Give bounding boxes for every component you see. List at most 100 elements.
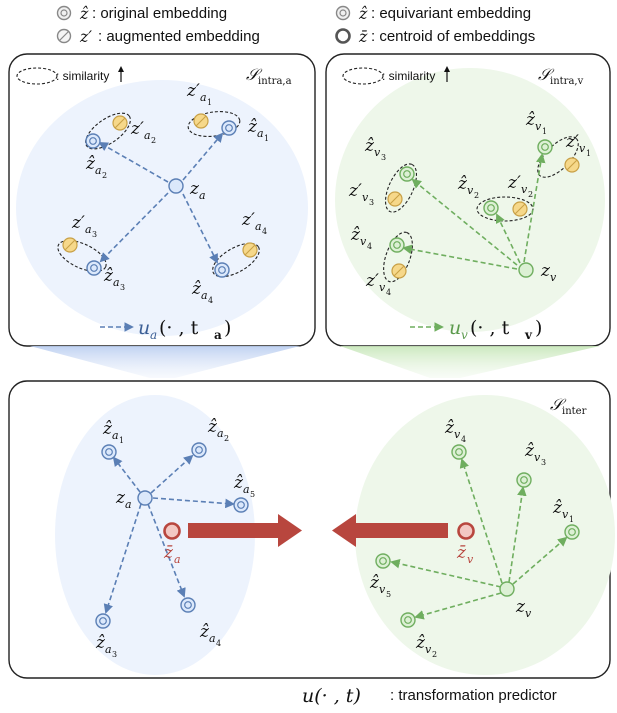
node-hat-v3 — [399, 166, 415, 182]
svg-text:3: 3 — [112, 650, 117, 659]
svg-text:v: v — [467, 553, 474, 566]
legend-centroid-symbol: z̄ — [358, 27, 368, 46]
node-inter-hat-a1 — [101, 444, 117, 460]
svg-text:1: 1 — [569, 515, 574, 524]
label-aug-v2: z′ v 2 — [507, 173, 533, 199]
svg-text:4: 4 — [367, 242, 372, 251]
svg-text:a: a — [85, 223, 92, 236]
svg-text:a: a — [209, 632, 216, 645]
red-arrow-right — [188, 514, 302, 547]
svg-text:a: a — [125, 498, 132, 511]
svg-text:ẑ: ẑ — [364, 136, 375, 156]
svg-text:ẑ: ẑ — [350, 225, 361, 245]
legend-centroid-label: : centroid of embeddings — [371, 28, 535, 45]
svg-text:1: 1 — [542, 127, 547, 136]
svg-text:v: v — [524, 328, 533, 342]
svg-text:ẑ: ẑ — [369, 573, 380, 593]
arrow-za-to-a4 — [182, 193, 218, 264]
node-inter-hat-v2 — [400, 612, 416, 628]
svg-text:z′: z′ — [507, 173, 521, 193]
svg-text:z̄: z̄ — [456, 543, 467, 563]
svg-text:a: a — [200, 91, 207, 104]
arrow-zv-to-v1 — [523, 153, 546, 263]
similarity-label-a: : similarity — [56, 69, 109, 83]
centroid-v — [457, 522, 475, 540]
svg-text:1: 1 — [207, 98, 212, 107]
label-aug-v4: z′ v 4 — [365, 271, 391, 297]
similarity-pair-a4 — [212, 242, 260, 278]
node-inter-hat-a5 — [233, 497, 249, 513]
legend-original-label: : original embedding — [92, 5, 227, 22]
svg-text:a: a — [105, 643, 112, 656]
svg-text:a: a — [199, 189, 206, 202]
legend-centroid: z̄ : centroid of embeddings — [335, 27, 535, 46]
legend-augmented-label: : augmented embedding — [98, 28, 260, 45]
node-inter-hat-v3 — [516, 472, 532, 488]
svg-text:intra,a: intra,a — [258, 76, 292, 87]
svg-text:inter: inter — [562, 406, 587, 417]
svg-text:2: 2 — [224, 434, 229, 443]
svg-text:v: v — [521, 183, 528, 196]
node-inter-hat-v5 — [375, 553, 391, 569]
node-hat-a1 — [221, 120, 237, 136]
similarity-pair-a3 — [57, 239, 107, 273]
node-hat-a3 — [86, 260, 102, 276]
svg-text:2: 2 — [528, 190, 533, 199]
svg-text:a: a — [243, 483, 250, 496]
svg-text:4: 4 — [386, 288, 391, 297]
arrow-inter-v2 — [414, 592, 502, 620]
label-aug-v1: z′ v 1 — [565, 132, 591, 158]
svg-text:a: a — [214, 328, 222, 342]
svg-text:2: 2 — [474, 191, 479, 200]
node-aug-a1 — [193, 113, 209, 129]
legend-hat-symbol: ẑ — [79, 4, 89, 23]
node-hat-a2 — [85, 133, 101, 149]
node-inter-za — [137, 490, 153, 506]
svg-text:): ) — [535, 317, 542, 339]
arrow-inter-v4 — [459, 458, 503, 584]
svg-text:v: v — [360, 235, 367, 248]
svg-text:a: a — [201, 289, 208, 302]
svg-text:1: 1 — [586, 149, 591, 158]
svg-text:ẑ: ẑ — [525, 110, 536, 130]
legend-equivariant: ẑ : equivariant embedding — [335, 4, 531, 23]
svg-text:4: 4 — [461, 435, 466, 444]
svg-text:a: a — [257, 127, 264, 140]
caption-text: : transformation predictor — [390, 687, 557, 704]
node-hat-v4 — [389, 237, 405, 253]
svg-text:intra,v: intra,v — [550, 76, 584, 87]
label-aug-a3: z′ a 3 — [71, 213, 97, 239]
legend-equiv-symbol: ẑ — [358, 4, 368, 23]
svg-text:4: 4 — [216, 639, 221, 648]
label-centroid-a: z̄ a — [163, 543, 181, 566]
svg-text:v: v — [562, 508, 569, 521]
node-aug-a3 — [62, 237, 78, 253]
svg-text:(· , t: (· , t — [470, 317, 510, 339]
centroid-a — [163, 522, 181, 540]
svg-text:z′: z′ — [348, 181, 362, 201]
similarity-pair-v2 — [476, 196, 534, 222]
svg-text:z′: z′ — [365, 271, 379, 291]
similarity-pair-v4 — [383, 231, 413, 283]
svg-text:5: 5 — [386, 590, 391, 599]
svg-text:v: v — [379, 583, 386, 596]
svg-text:v: v — [454, 428, 461, 441]
svg-text:v: v — [425, 643, 432, 656]
predictor-uv: u v (· , t v ) — [410, 317, 542, 342]
svg-text:ẑ: ẑ — [444, 418, 455, 438]
node-inter-hat-a2 — [191, 442, 207, 458]
svg-text:z: z — [189, 179, 200, 199]
